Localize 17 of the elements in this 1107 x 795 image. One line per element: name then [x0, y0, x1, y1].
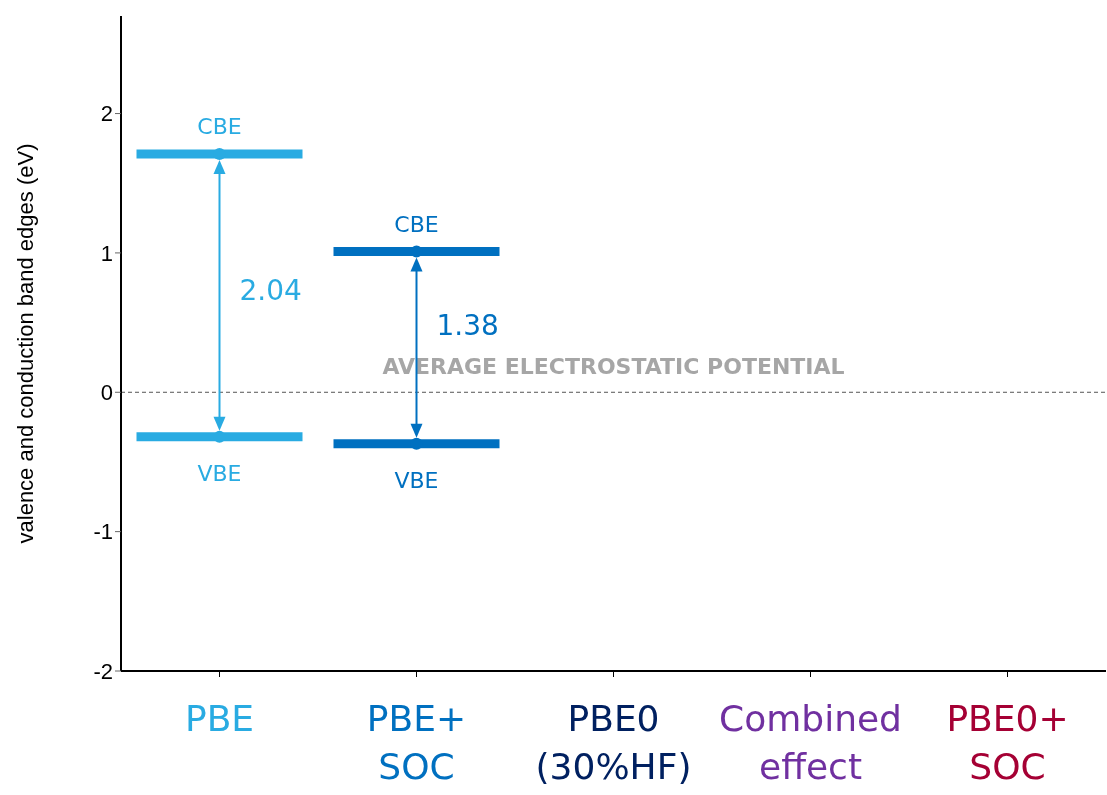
- series-label: CBE: [197, 113, 242, 139]
- text: VBE: [197, 460, 242, 486]
- y-tick-label: 1: [100, 240, 113, 266]
- text: CBE: [394, 211, 439, 237]
- y-tick-label: 2: [100, 101, 113, 127]
- x-tick-label: Combined effect: [719, 698, 902, 787]
- series-label: VBE: [394, 467, 439, 493]
- y-tick-label: 0: [100, 380, 113, 406]
- y-tick-label: -2: [93, 658, 113, 684]
- y-tick-label: -1: [93, 519, 113, 545]
- annotation: 2.04: [239, 273, 302, 307]
- x-tick-label: PBE: [184, 698, 255, 739]
- x-tick-label: PBE0 (30%HF): [535, 698, 692, 787]
- x-tick-label: PBE0+ SOC: [946, 698, 1069, 787]
- y-axis-title: valence and conduction band edges (eV): [12, 143, 38, 544]
- annotation: 1.38: [436, 308, 499, 342]
- x-tick-label: PBE+ SOC: [366, 698, 467, 787]
